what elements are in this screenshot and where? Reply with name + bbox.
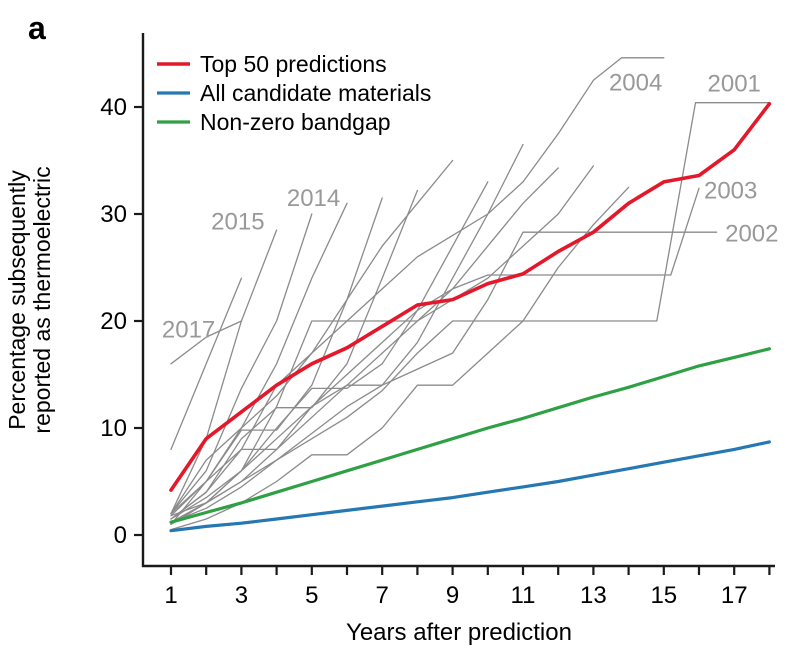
y-tick-label-30: 30 <box>100 201 127 228</box>
year-line-2013 <box>170 202 348 517</box>
legend-label-3: Non-zero bandgap <box>200 109 391 135</box>
year-line-2017 <box>170 320 243 365</box>
year-line-2009 <box>170 181 489 523</box>
year-line-2007 <box>170 167 559 520</box>
legend: Top 50 predictions All candidate material… <box>157 51 431 135</box>
year-line-2015 <box>170 229 278 515</box>
year-line-2016 <box>170 277 243 451</box>
year-line-2014 <box>170 213 313 515</box>
main-series <box>169 102 772 533</box>
legend-label-1: Top 50 predictions <box>200 51 387 77</box>
y-tick-label-20: 20 <box>100 308 127 335</box>
y-axis-title: Percentage subsequently reported as therm… <box>4 166 55 433</box>
x-tick-label-3: 3 <box>235 582 248 609</box>
x-tick-label-1: 1 <box>164 582 177 609</box>
y-tick-label-0: 0 <box>114 522 127 549</box>
panel-letter-label: a <box>28 10 46 46</box>
year-label-2017: 2017 <box>162 317 215 344</box>
y-axis-title-line-2: reported as thermoelectric <box>29 166 55 433</box>
year-line-2005 <box>170 186 630 531</box>
year-label-2014: 2014 <box>287 185 340 212</box>
legend-label-2: All candidate materials <box>200 80 431 106</box>
year-label-2002: 2002 <box>725 220 778 247</box>
x-tick-label-7: 7 <box>376 582 389 609</box>
year-line-2010 <box>170 159 454 515</box>
y-axis-title-line-1: Percentage subsequently <box>4 170 30 430</box>
x-tick-label-13: 13 <box>580 582 607 609</box>
year-label-2004: 2004 <box>609 69 662 96</box>
x-tick-label-9: 9 <box>446 582 459 609</box>
year-label-2003: 2003 <box>704 177 757 204</box>
series-line-top-50-predictions <box>169 102 772 492</box>
year-labels: 2017 2015 2014 2004 2001 2003 2002 <box>162 69 779 343</box>
x-tick-label-5: 5 <box>305 582 318 609</box>
year-line-2002 <box>170 231 718 523</box>
y-tick-label-40: 40 <box>100 94 127 121</box>
series-line-all-candidate-materials <box>169 440 772 533</box>
x-tick-label-15: 15 <box>650 582 677 609</box>
year-line-2008 <box>170 143 524 525</box>
year-label-2001: 2001 <box>708 70 761 97</box>
x-tick-label-11: 11 <box>511 582 536 609</box>
series-line-non-zero-bandgap <box>169 347 772 524</box>
year-label-2015: 2015 <box>211 208 264 235</box>
y-tick-label-10: 10 <box>100 415 127 442</box>
x-axis-title: Years after prediction <box>346 619 572 646</box>
x-tick-label-17: 17 <box>721 582 748 609</box>
